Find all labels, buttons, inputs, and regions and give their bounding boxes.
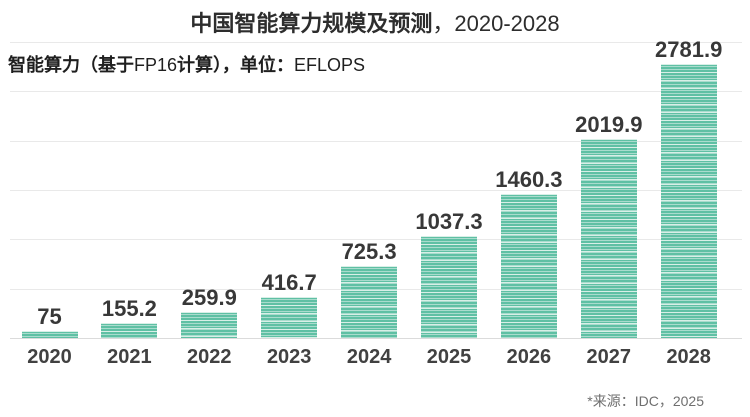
plot-area: 75 2020 155.2 2021 259.9 2022 416.7 2023 725.3 20…	[10, 36, 742, 368]
x-tick-2027: 2027	[586, 346, 632, 368]
bar-2020	[21, 330, 78, 338]
bar-2025	[421, 235, 477, 338]
value-label-2023: 416.7	[261, 269, 317, 295]
gridline	[10, 140, 742, 142]
x-tick-2023: 2023	[266, 346, 312, 368]
bar-2028	[660, 63, 717, 338]
bar-2021	[101, 322, 158, 338]
gridline	[10, 91, 742, 93]
x-tick-2025: 2025	[426, 346, 472, 368]
x-tick-2028: 2028	[666, 346, 711, 368]
gridline	[10, 190, 742, 191]
value-label-2028: 2781.9	[655, 36, 723, 62]
subtitle-segment: EFLOPS	[294, 55, 366, 75]
x-tick-2022: 2022	[187, 346, 232, 368]
gridline	[10, 239, 742, 241]
chart-subtitle: 智能算力（基于FP16计算），单位：EFLOPS	[8, 51, 365, 77]
x-tick-2026: 2026	[506, 346, 552, 368]
subtitle-segment: 智能算力（基于	[8, 55, 134, 75]
gridline	[10, 42, 742, 43]
x-tick-2021: 2021	[107, 346, 152, 368]
x-axis-baseline	[10, 338, 742, 339]
chart-title: 中国智能算力规模及预测，2020-2028	[0, 6, 750, 38]
value-label-2022: 259.9	[181, 285, 237, 311]
x-tick-2020: 2020	[27, 346, 72, 368]
x-tick-2024: 2024	[346, 346, 392, 368]
bar-2024	[341, 266, 398, 338]
bar-2022	[181, 312, 238, 338]
chart-title-range: ，2020-2028	[432, 11, 560, 36]
bar-2027	[580, 138, 637, 338]
chart-title-main: 中国智能算力规模及预测	[190, 11, 433, 36]
value-label-2024: 725.3	[341, 239, 397, 265]
value-label-2025: 1037.3	[415, 208, 483, 234]
value-label-2027: 2019.9	[575, 111, 643, 137]
value-label-2026: 1460.3	[495, 166, 563, 192]
bar-2026	[500, 193, 557, 338]
subtitle-segment: FP16	[134, 55, 178, 75]
bar-2023	[261, 296, 318, 338]
value-label-2021: 155.2	[101, 295, 157, 321]
subtitle-segment: 计算），单位：	[177, 55, 295, 75]
source-note: *来源：IDC，2025	[587, 393, 704, 409]
value-label-2020: 75	[37, 303, 62, 329]
